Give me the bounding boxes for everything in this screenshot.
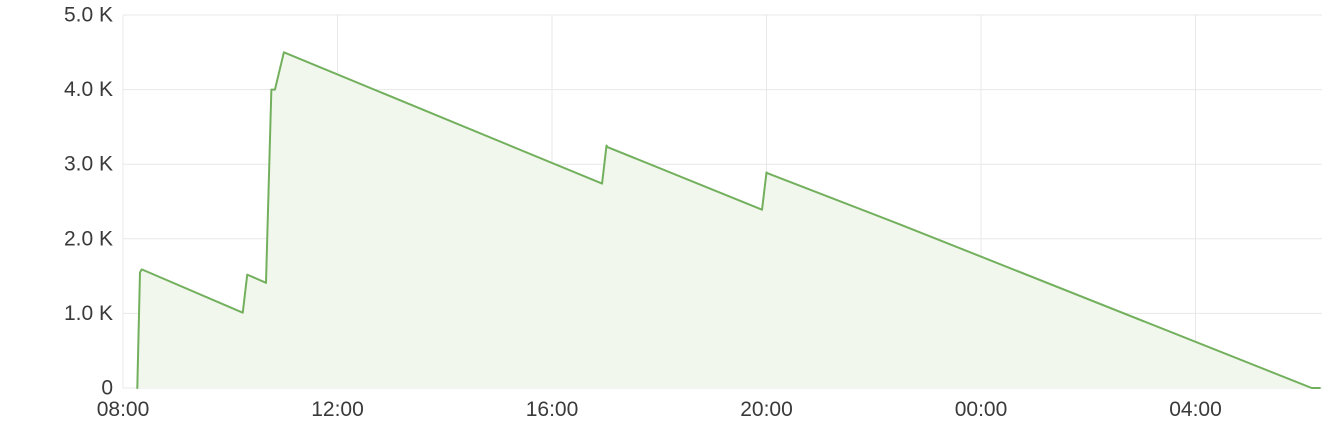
y-tick-label: 0 — [101, 377, 113, 400]
x-axis: 08:00 12:00 16:00 20:00 00:00 04:00 — [97, 398, 1222, 421]
y-tick-label: 1.0 K — [64, 302, 113, 325]
x-tick-label: 08:00 — [97, 398, 150, 421]
y-tick-label: 3.0 K — [64, 153, 113, 176]
x-tick-label: 00:00 — [955, 398, 1008, 421]
y-tick-label: 4.0 K — [64, 78, 113, 101]
y-tick-label: 5.0 K — [64, 4, 113, 27]
chart-series — [136, 51, 1321, 389]
x-tick-label: 04:00 — [1169, 398, 1222, 421]
x-tick-label: 16:00 — [526, 398, 579, 421]
y-tick-label: 2.0 K — [64, 227, 113, 250]
x-tick-label: 20:00 — [740, 398, 793, 421]
x-tick-label: 12:00 — [311, 398, 364, 421]
series-area-fill — [136, 52, 1321, 389]
y-axis: 0 1.0 K 2.0 K 3.0 K 4.0 K 5.0 K — [64, 4, 113, 400]
series-line — [136, 51, 1321, 389]
